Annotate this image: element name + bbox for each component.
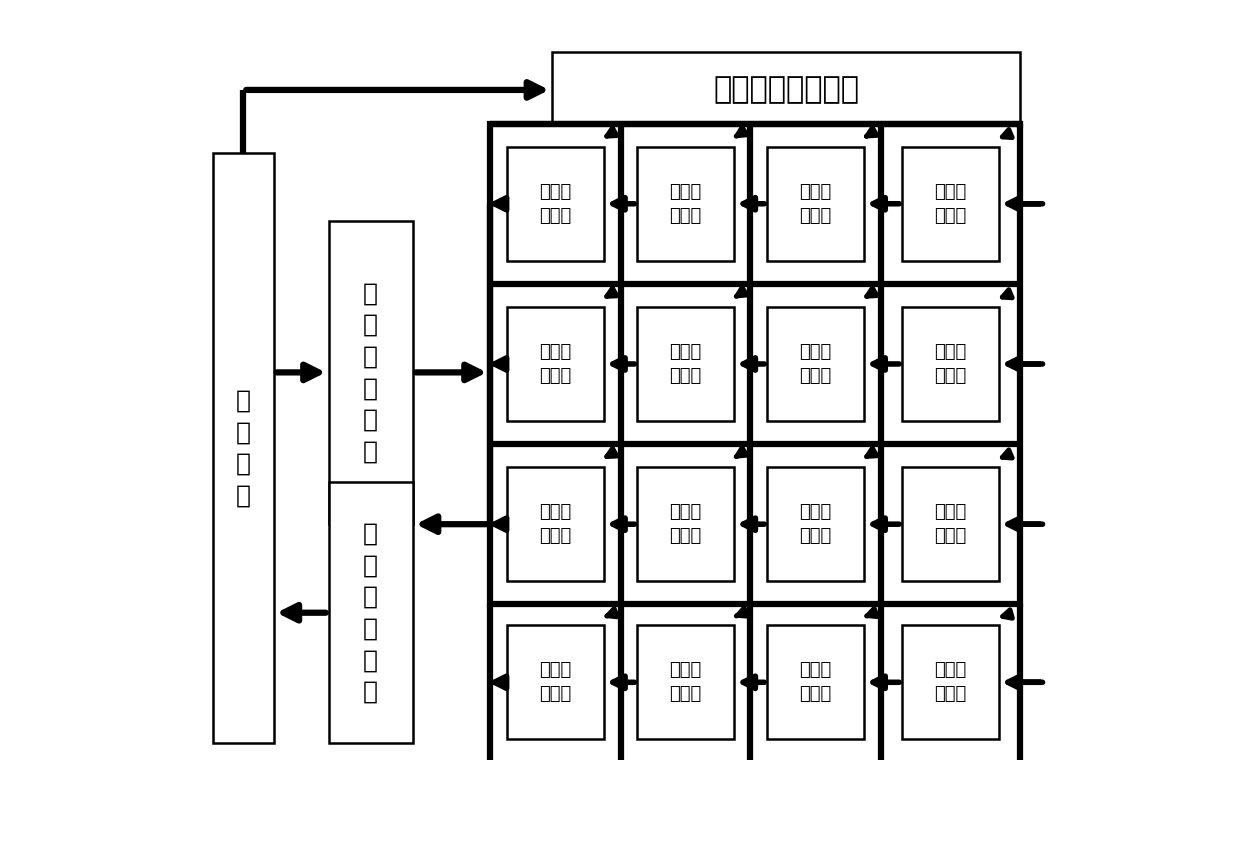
Bar — [902, 147, 999, 261]
Text: 模拟乘
法单元: 模拟乘 法单元 — [669, 343, 701, 385]
Text: 模拟乘
法单元: 模拟乘 法单元 — [934, 503, 966, 545]
Text: 模
数
转
换
模
块: 模 数 转 换 模 块 — [363, 522, 378, 704]
Bar — [553, 52, 1020, 128]
Bar — [902, 307, 999, 421]
Bar — [507, 467, 603, 581]
Bar — [213, 153, 274, 744]
Bar — [767, 147, 864, 261]
Bar — [902, 625, 999, 739]
Bar — [507, 147, 603, 261]
Text: 计算单元控制模块: 计算单元控制模块 — [712, 75, 859, 104]
Text: 模拟乘
法单元: 模拟乘 法单元 — [934, 343, 966, 385]
Text: 模拟乘
法单元: 模拟乘 法单元 — [799, 343, 831, 385]
Text: 模拟乘
法单元: 模拟乘 法单元 — [669, 183, 701, 224]
Bar — [637, 625, 735, 739]
Bar — [328, 482, 413, 744]
Text: 模拟乘
法单元: 模拟乘 法单元 — [539, 503, 571, 545]
Bar — [767, 467, 864, 581]
Text: 模拟乘
法单元: 模拟乘 法单元 — [669, 662, 701, 703]
Bar — [637, 147, 735, 261]
Text: 模拟乘
法单元: 模拟乘 法单元 — [799, 662, 831, 703]
Text: 模拟乘
法单元: 模拟乘 法单元 — [799, 503, 831, 545]
Text: 模拟乘
法单元: 模拟乘 法单元 — [539, 183, 571, 224]
Bar — [328, 221, 413, 525]
Bar — [637, 467, 735, 581]
Bar — [637, 307, 735, 421]
Text: 模拟乘
法单元: 模拟乘 法单元 — [669, 503, 701, 545]
Bar — [489, 124, 1020, 604]
Text: 模拟乘
法单元: 模拟乘 法单元 — [934, 183, 966, 224]
Text: 数
模
转
换
模
块: 数 模 转 换 模 块 — [363, 282, 378, 464]
Bar — [902, 467, 999, 581]
Text: 模拟乘
法单元: 模拟乘 法单元 — [539, 662, 571, 703]
Text: 存
储
模
块: 存 储 模 块 — [235, 389, 252, 508]
Bar — [507, 307, 603, 421]
Bar — [507, 625, 603, 739]
Text: 模拟乘
法单元: 模拟乘 法单元 — [934, 662, 966, 703]
Bar — [767, 307, 864, 421]
Text: 模拟乘
法单元: 模拟乘 法单元 — [799, 183, 831, 224]
Text: 模拟乘
法单元: 模拟乘 法单元 — [539, 343, 571, 385]
Bar — [767, 625, 864, 739]
